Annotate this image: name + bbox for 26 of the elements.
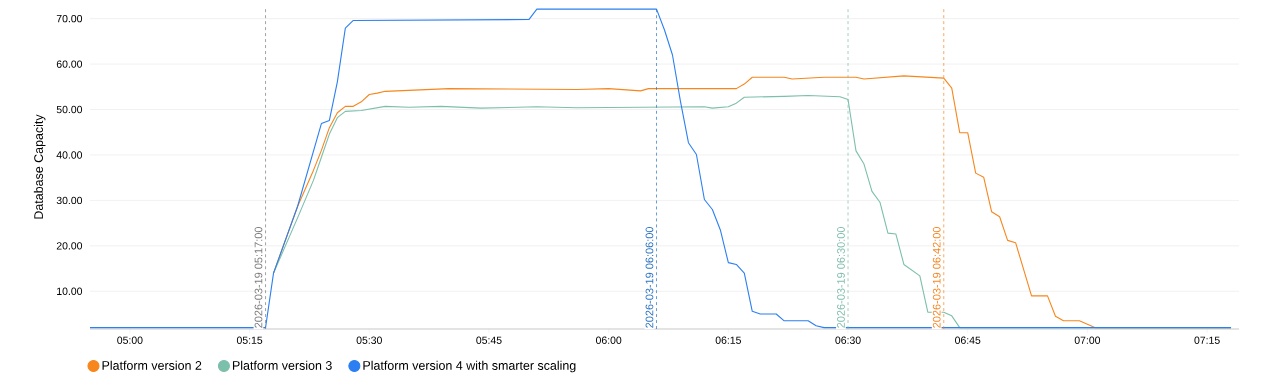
y-tick-label: 20.00 [56,242,83,250]
x-tick-label: 06:45 [955,336,981,344]
y-tick-label: 30.00 [56,196,83,205]
x-tick-label: 05:30 [356,336,382,344]
legend-label: Platform version 3 [232,360,332,370]
y-axis-title: Database Capacity [33,114,46,219]
legend-label: Platform version 2 [102,360,202,370]
x-tick-label: 07:00 [1074,336,1101,344]
y-tick-label: 70.00 [56,14,83,23]
x-tick-label: 06:15 [715,336,741,344]
x-tick-label: 06:00 [595,336,622,344]
x-tick-label: 05:00 [117,336,143,344]
ref-line-label: 2026-03-19 06:42:00 [932,227,941,328]
y-tick-label: 60.00 [56,60,83,68]
x-tick-label: 05:45 [476,336,502,344]
x-tick-label: 06:30 [835,336,861,344]
x-tick-label: 05:15 [236,336,263,344]
y-tick-label: 50.00 [56,105,83,114]
ref-line-label: 2026-03-19 06:06:00 [645,227,654,328]
ref-line-label: 2026-03-19 05:17:00 [254,227,263,328]
line-series [89,8,1232,329]
legend-label: Platform version 4 with smarter scaling [363,360,576,373]
x-tick-label: 07:15 [1194,336,1220,344]
y-tick-label: 40.00 [56,151,83,159]
ref-line-label: 2026-03-19 06:30:00 [837,227,845,328]
y-tick-label: 10.00 [57,287,83,295]
